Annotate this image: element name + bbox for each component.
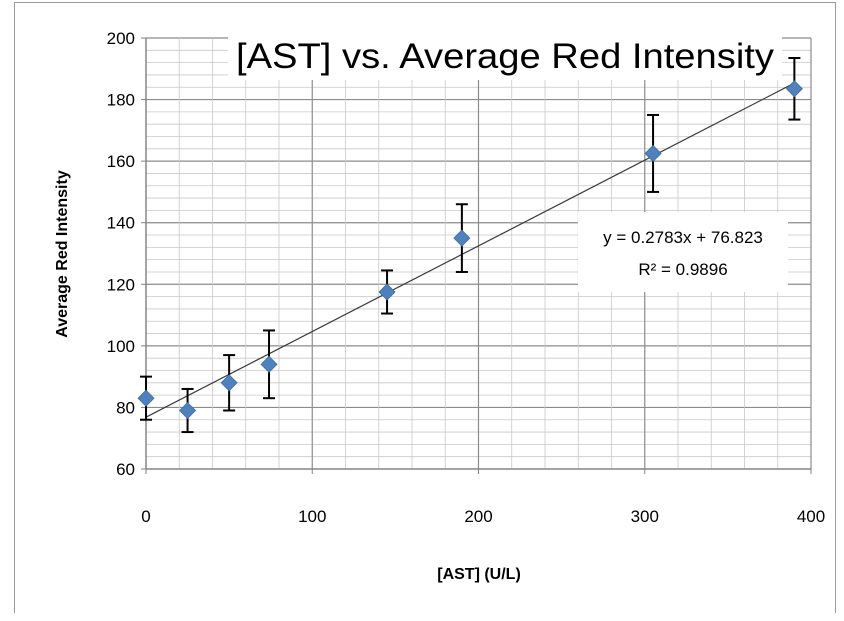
- title-background: [228, 28, 782, 80]
- y-tick-label: 80: [116, 398, 135, 417]
- data-points: [137, 80, 803, 420]
- x-tick-label: 100: [298, 507, 326, 526]
- y-tick-label: 120: [107, 275, 135, 294]
- trendline: [145, 82, 795, 418]
- x-tick-label: 400: [797, 507, 825, 526]
- x-tick-label: 200: [464, 507, 492, 526]
- y-tick-label: 200: [107, 29, 135, 48]
- x-tick-label: 0: [141, 507, 150, 526]
- chart-frame: [14, 2, 836, 613]
- r-squared-label: R² = 0.9896: [638, 260, 727, 279]
- y-axis-title: Average Red Intensity: [54, 170, 71, 338]
- y-tick-label: 180: [107, 91, 135, 110]
- data-point: [453, 229, 471, 247]
- equation-box: [578, 212, 788, 292]
- x-axis-title: [AST] (U/L): [437, 566, 521, 583]
- trendline-equation: y = 0.2783x + 76.823: [603, 228, 763, 247]
- data-point: [378, 283, 396, 301]
- y-tick-label: 60: [116, 460, 135, 479]
- data-point: [644, 144, 662, 163]
- y-tick-labels: 60 80 100 120 140 160 180 200: [107, 29, 146, 479]
- data-point: [178, 401, 197, 420]
- y-tick-label: 160: [107, 152, 135, 171]
- chart-title: [AST] vs. Average Red Intensity: [236, 37, 775, 76]
- y-tick-label: 140: [107, 214, 135, 233]
- data-point: [260, 355, 278, 373]
- x-tick-label: 300: [631, 507, 659, 526]
- data-point: [785, 80, 803, 98]
- data-point: [137, 389, 155, 407]
- trendline-group: [145, 82, 795, 418]
- x-tick-labels: 0 100 200 300 400: [141, 469, 825, 526]
- y-tick-label: 100: [107, 337, 135, 356]
- data-point: [220, 374, 238, 392]
